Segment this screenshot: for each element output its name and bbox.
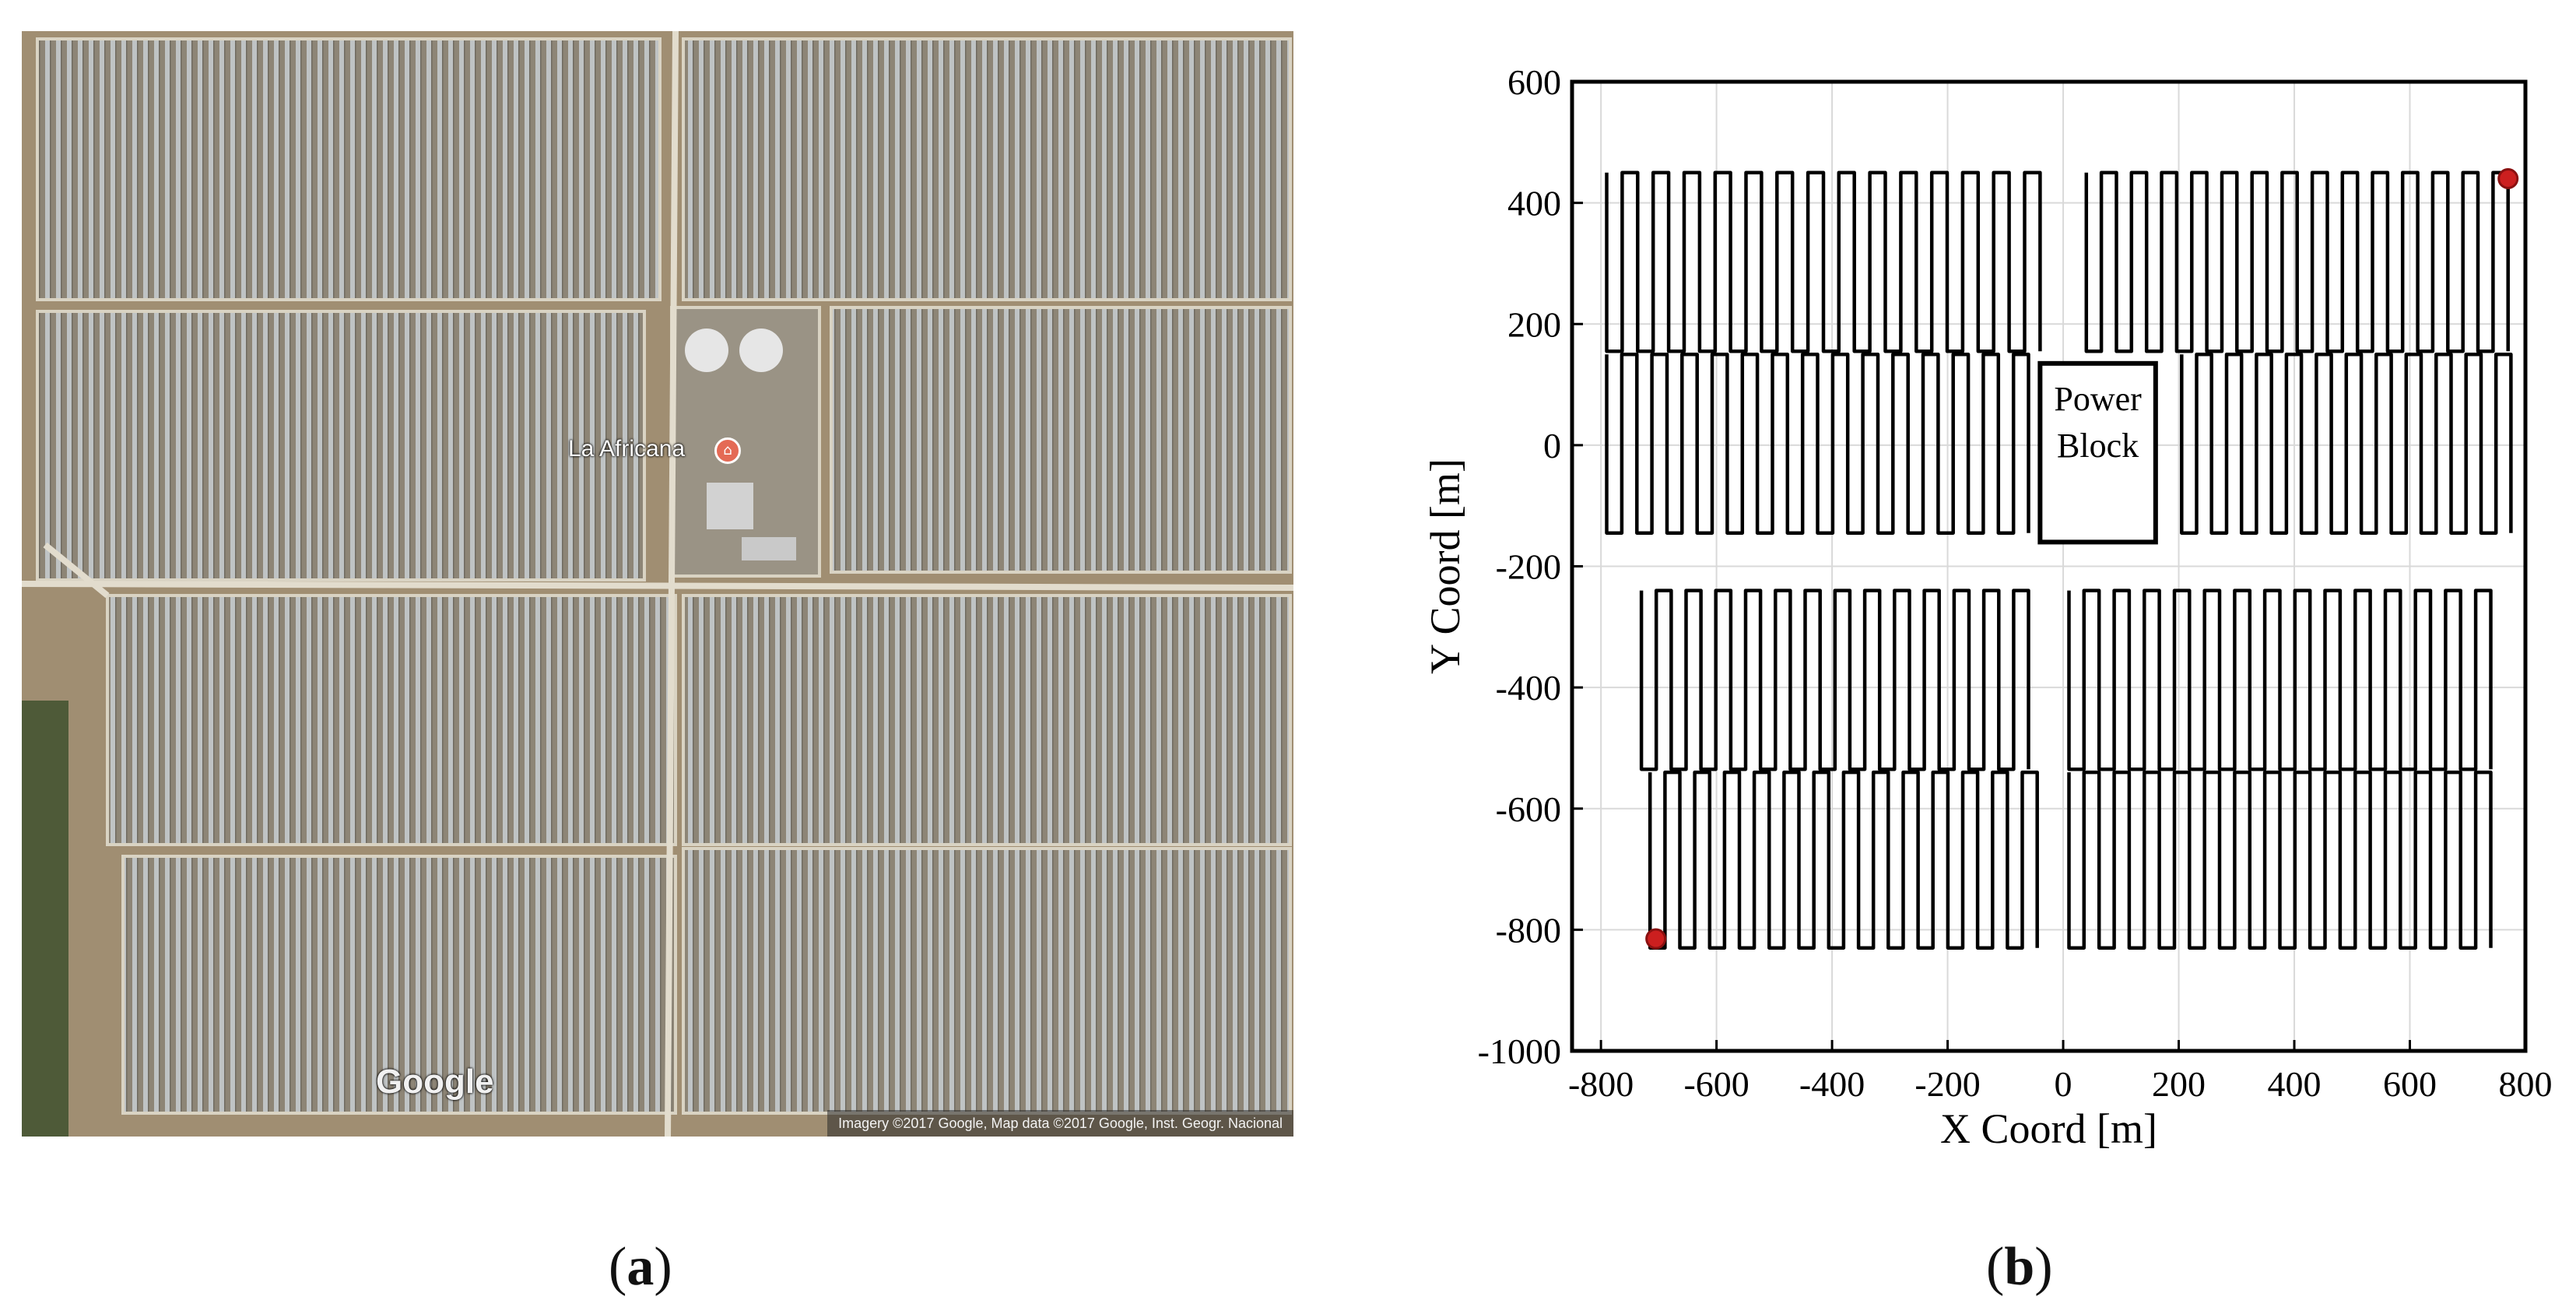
y-tick-label: -800 bbox=[1496, 910, 1561, 950]
plant-building bbox=[707, 483, 753, 529]
collector-loop bbox=[1639, 588, 2030, 771]
map-attribution: Imagery ©2017 Google, Map data ©2017 Goo… bbox=[827, 1110, 1293, 1137]
x-tick-label: 200 bbox=[2152, 1064, 2206, 1104]
x-tick-label: 400 bbox=[2268, 1064, 2322, 1104]
collector-field-block bbox=[682, 37, 1292, 301]
collector-loop bbox=[2067, 770, 2493, 950]
road bbox=[43, 542, 110, 599]
place-label: La Africana bbox=[568, 436, 686, 462]
collector-loop bbox=[1648, 770, 2039, 950]
collector-loop bbox=[2084, 170, 2510, 353]
x-tick-label: -200 bbox=[1914, 1064, 1980, 1104]
y-tick-label: -200 bbox=[1496, 547, 1561, 587]
y-tick-label: 600 bbox=[1507, 62, 1561, 102]
collector-field-block bbox=[36, 310, 646, 581]
map-logo: Google bbox=[376, 1063, 494, 1101]
y-tick-label: 400 bbox=[1507, 184, 1561, 223]
collector-loop bbox=[1605, 170, 2042, 353]
x-tick-label: 800 bbox=[2499, 1064, 2553, 1104]
collector-field-block bbox=[830, 306, 1292, 574]
field-layout-chart-panel: Power Block -800 -600 -400 -200 0 200 400 600 800 -… bbox=[1401, 0, 2568, 1168]
storage-tank bbox=[685, 328, 728, 372]
map-pin-icon: ⌂ bbox=[714, 437, 741, 464]
storage-tank bbox=[739, 328, 783, 372]
y-tick-label: 0 bbox=[1543, 426, 1561, 466]
loop-endpoint-marker bbox=[2497, 168, 2519, 189]
caption-close: ) bbox=[654, 1237, 672, 1297]
power-block-label-line1: Power bbox=[2054, 380, 2142, 418]
collector-field-block bbox=[106, 594, 677, 846]
y-tick-label: -1000 bbox=[1478, 1031, 1561, 1071]
collector-field-block bbox=[682, 847, 1292, 1115]
vegetation-strip bbox=[22, 701, 68, 1137]
caption-letter: a bbox=[626, 1237, 655, 1297]
collector-loop bbox=[2067, 588, 2493, 771]
collector-field-block bbox=[682, 594, 1292, 846]
plant-building bbox=[742, 537, 796, 560]
caption-close: ) bbox=[2034, 1237, 2053, 1297]
field-layout-chart: Power Block -800 -600 -400 -200 0 200 400 600 800 -… bbox=[1422, 62, 2553, 1152]
y-tick-label: -600 bbox=[1496, 789, 1561, 829]
y-tick-label: 200 bbox=[1507, 304, 1561, 344]
power-block-box bbox=[2037, 360, 2158, 545]
caption-open: ( bbox=[1986, 1237, 2005, 1297]
panel-b-caption: (b) bbox=[1986, 1236, 2053, 1298]
collector-field-block bbox=[36, 37, 662, 301]
panel-a-caption: (a) bbox=[609, 1236, 672, 1298]
collector-loop bbox=[1605, 352, 2030, 535]
caption-open: ( bbox=[609, 1237, 627, 1297]
satellite-image bbox=[22, 31, 1293, 1137]
x-tick-label: 600 bbox=[2383, 1064, 2437, 1104]
x-axis-label: X Coord [m] bbox=[1940, 1105, 2157, 1152]
x-tick-label: -400 bbox=[1799, 1064, 1865, 1104]
x-tick-label: 0 bbox=[2055, 1064, 2072, 1104]
y-tick-label: -400 bbox=[1496, 668, 1561, 708]
collector-field-block bbox=[121, 855, 677, 1115]
satellite-image-panel: La Africana ⌂ Google Imagery ©2017 Googl… bbox=[22, 31, 1293, 1137]
caption-letter: b bbox=[2004, 1237, 2035, 1297]
x-tick-label: -800 bbox=[1568, 1064, 1634, 1104]
loop-endpoint-marker bbox=[1645, 928, 1667, 950]
road bbox=[22, 581, 1293, 591]
power-block-label-line2: Block bbox=[2057, 427, 2139, 465]
collector-loop bbox=[2180, 352, 2513, 535]
y-axis-label: Y Coord [m] bbox=[1422, 458, 1469, 674]
x-tick-label: -600 bbox=[1683, 1064, 1749, 1104]
